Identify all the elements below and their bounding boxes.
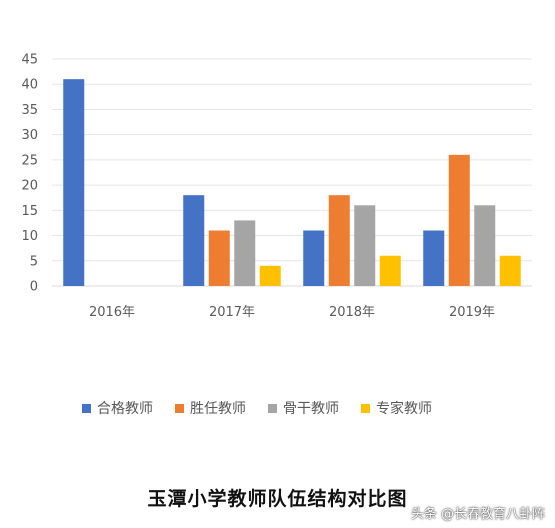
- x-tick-label: 2019年: [449, 305, 495, 320]
- legend: 合格教师 胜任教师 骨干教师 专家教师: [82, 398, 454, 418]
- x-tick-label: 2016年: [89, 305, 135, 320]
- legend-label: 胜任教师: [190, 401, 246, 417]
- bars: [63, 79, 521, 286]
- legend-swatch: [268, 403, 277, 413]
- chart-title: 玉潭小学教师队伍结构对比图: [147, 488, 408, 510]
- bar: [328, 195, 350, 286]
- legend-item-backbone: 骨干教师: [268, 398, 339, 418]
- watermark-text: 头条 @长春教育八卦阵: [410, 507, 545, 522]
- bar: [474, 205, 496, 286]
- bar: [183, 195, 205, 286]
- y-axis-ticks: 0 5 10 15 20 25 30 35 40 45: [21, 53, 38, 295]
- y-tick-label: 0: [30, 280, 38, 295]
- bar: [259, 265, 281, 286]
- legend-label: 骨干教师: [283, 401, 339, 417]
- legend-label: 合格教师: [97, 401, 153, 417]
- legend-swatch: [361, 403, 370, 413]
- bar: [354, 205, 376, 286]
- legend-swatch: [82, 403, 91, 413]
- bar-chart: 0 5 10 15 20 25 30 35 40 45 2016年 2017年 2018年 2019年: [21, 53, 532, 320]
- legend-item-competent: 胜任教师: [175, 398, 246, 418]
- y-tick-label: 35: [21, 103, 38, 118]
- y-tick-label: 10: [21, 229, 38, 244]
- bar: [303, 230, 325, 286]
- bar: [423, 230, 445, 286]
- legend-item-expert: 专家教师: [361, 398, 432, 418]
- y-tick-label: 20: [21, 179, 38, 194]
- bar: [448, 154, 470, 286]
- bar: [499, 255, 521, 286]
- x-axis-labels: 2016年 2017年 2018年 2019年: [89, 305, 495, 320]
- y-tick-label: 5: [30, 254, 38, 269]
- bar: [234, 220, 256, 286]
- legend-label: 专家教师: [376, 401, 432, 417]
- x-tick-label: 2017年: [209, 305, 255, 320]
- y-tick-label: 45: [21, 53, 38, 68]
- y-tick-label: 25: [21, 153, 38, 168]
- x-tick-label: 2018年: [329, 305, 375, 320]
- bar: [379, 255, 401, 286]
- y-tick-label: 30: [21, 128, 38, 143]
- legend-swatch: [175, 403, 184, 413]
- bar: [63, 79, 85, 286]
- bar: [208, 230, 230, 286]
- y-tick-label: 40: [21, 78, 38, 93]
- legend-item-qualified: 合格教师: [82, 398, 153, 418]
- y-tick-label: 15: [21, 204, 38, 219]
- gridlines: [52, 58, 532, 287]
